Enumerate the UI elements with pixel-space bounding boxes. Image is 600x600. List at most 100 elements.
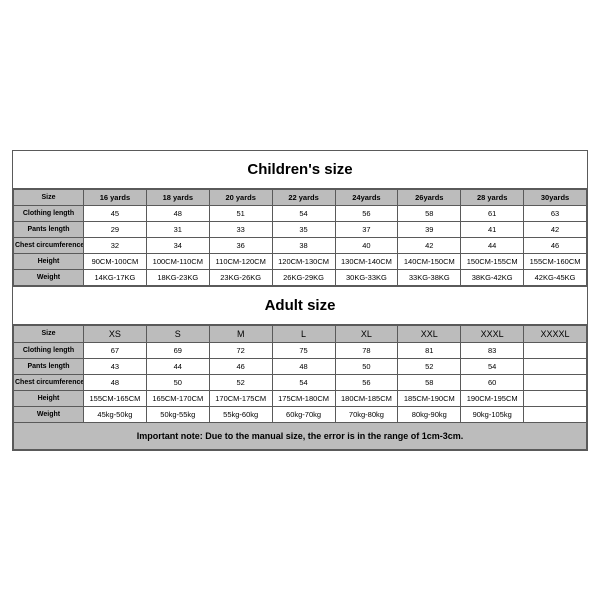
table-row: Weight 14KG-17KG 18KG-23KG 23KG-26KG 26K…: [14, 269, 587, 285]
table-row: Pants length 43 44 46 48 50 52 54: [14, 358, 587, 374]
table-row: Height 90CM-100CM 100CM-110CM 110CM-120C…: [14, 253, 587, 269]
cell: 23KG-26KG: [209, 269, 272, 285]
cell: 81: [398, 342, 461, 358]
row-label: Weight: [14, 406, 84, 422]
note-row: Important note: Due to the manual size, …: [14, 422, 587, 449]
cell: 38: [272, 237, 335, 253]
cell: 42KG-45KG: [524, 269, 587, 285]
cell: 34: [146, 237, 209, 253]
cell: 58: [398, 374, 461, 390]
table-row: Pants length 29 31 33 35 37 39 41 42: [14, 221, 587, 237]
cell: 185CM-190CM: [398, 390, 461, 406]
cell: 110CM-120CM: [209, 253, 272, 269]
children-table: Size 16 yards 18 yards 20 yards 22 yards…: [13, 189, 587, 286]
cell: 42: [398, 237, 461, 253]
table-row: Weight 45kg-50kg 50kg-55kg 55kg-60kg 60k…: [14, 406, 587, 422]
col-header: M: [209, 325, 272, 342]
col-header: 16 yards: [84, 189, 147, 205]
cell: 60kg-70kg: [272, 406, 335, 422]
children-title: Children's size: [13, 151, 587, 189]
cell: 83: [461, 342, 524, 358]
cell: 58: [398, 205, 461, 221]
cell: 26KG-29KG: [272, 269, 335, 285]
cell: 31: [146, 221, 209, 237]
col-header: L: [272, 325, 335, 342]
adult-table: Size XS S M L XL XXL XXXL XXXXL Clothing…: [13, 325, 587, 450]
cell: 69: [146, 342, 209, 358]
cell: 140CM-150CM: [398, 253, 461, 269]
cell: 52: [209, 374, 272, 390]
col-header: XXXXL: [524, 325, 587, 342]
col-header: 30yards: [524, 189, 587, 205]
col-header: 20 yards: [209, 189, 272, 205]
cell: 175CM-180CM: [272, 390, 335, 406]
size-chart-container: Children's size Size 16 yards 18 yards 2…: [12, 150, 588, 451]
cell: 45kg-50kg: [84, 406, 147, 422]
cell: [524, 342, 587, 358]
cell: 150CM-155CM: [461, 253, 524, 269]
row-label: Chest circumference 1/2: [14, 374, 84, 390]
cell: 38KG-42KG: [461, 269, 524, 285]
cell: 75: [272, 342, 335, 358]
cell: 33KG-38KG: [398, 269, 461, 285]
table-row: Height 155CM-165CM 165CM-170CM 170CM-175…: [14, 390, 587, 406]
cell: 44: [461, 237, 524, 253]
cell: 45: [84, 205, 147, 221]
cell: 46: [209, 358, 272, 374]
cell: 90CM-100CM: [84, 253, 147, 269]
cell: 41: [461, 221, 524, 237]
cell: 42: [524, 221, 587, 237]
cell: 80kg-90kg: [398, 406, 461, 422]
cell: 54: [461, 358, 524, 374]
cell: 55kg-60kg: [209, 406, 272, 422]
cell: 33: [209, 221, 272, 237]
cell: 48: [84, 374, 147, 390]
cell: 46: [524, 237, 587, 253]
cell: 56: [335, 374, 398, 390]
table-row: Clothing length 67 69 72 75 78 81 83: [14, 342, 587, 358]
cell: 30KG-33KG: [335, 269, 398, 285]
col-header: XXL: [398, 325, 461, 342]
cell: 54: [272, 374, 335, 390]
cell: 90kg-105kg: [461, 406, 524, 422]
cell: [524, 374, 587, 390]
col-header: 22 yards: [272, 189, 335, 205]
cell: 61: [461, 205, 524, 221]
cell: 50: [146, 374, 209, 390]
cell: 14KG-17KG: [84, 269, 147, 285]
cell: 51: [209, 205, 272, 221]
cell: 120CM-130CM: [272, 253, 335, 269]
table-row: Clothing length 45 48 51 54 56 58 61 63: [14, 205, 587, 221]
cell: [524, 390, 587, 406]
table-row: Chest circumference 1/2 48 50 52 54 56 5…: [14, 374, 587, 390]
cell: 60: [461, 374, 524, 390]
row-label-size: Size: [14, 325, 84, 342]
cell: 130CM-140CM: [335, 253, 398, 269]
cell: 190CM-195CM: [461, 390, 524, 406]
cell: 32: [84, 237, 147, 253]
cell: 78: [335, 342, 398, 358]
cell: 43: [84, 358, 147, 374]
row-label: Chest circumference 1/2: [14, 237, 84, 253]
cell: 36: [209, 237, 272, 253]
row-label: Clothing length: [14, 342, 84, 358]
adult-header-row: Size XS S M L XL XXL XXXL XXXXL: [14, 325, 587, 342]
col-header: 26yards: [398, 189, 461, 205]
cell: 70kg-80kg: [335, 406, 398, 422]
cell: 155CM-165CM: [84, 390, 147, 406]
cell: 165CM-170CM: [146, 390, 209, 406]
cell: 54: [272, 205, 335, 221]
col-header: XXXL: [461, 325, 524, 342]
cell: 48: [146, 205, 209, 221]
cell: 56: [335, 205, 398, 221]
row-label: Clothing length: [14, 205, 84, 221]
cell: 155CM-160CM: [524, 253, 587, 269]
cell: 67: [84, 342, 147, 358]
row-label: Height: [14, 253, 84, 269]
cell: 29: [84, 221, 147, 237]
cell: 39: [398, 221, 461, 237]
row-label: Weight: [14, 269, 84, 285]
table-row: Chest circumference 1/2 32 34 36 38 40 4…: [14, 237, 587, 253]
cell: 44: [146, 358, 209, 374]
cell: 48: [272, 358, 335, 374]
